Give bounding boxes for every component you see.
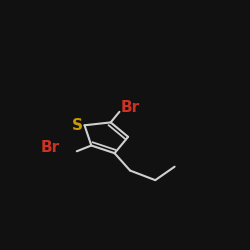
Text: Br: Br [40,140,59,155]
Text: S: S [72,118,83,133]
Text: Br: Br [120,100,140,114]
